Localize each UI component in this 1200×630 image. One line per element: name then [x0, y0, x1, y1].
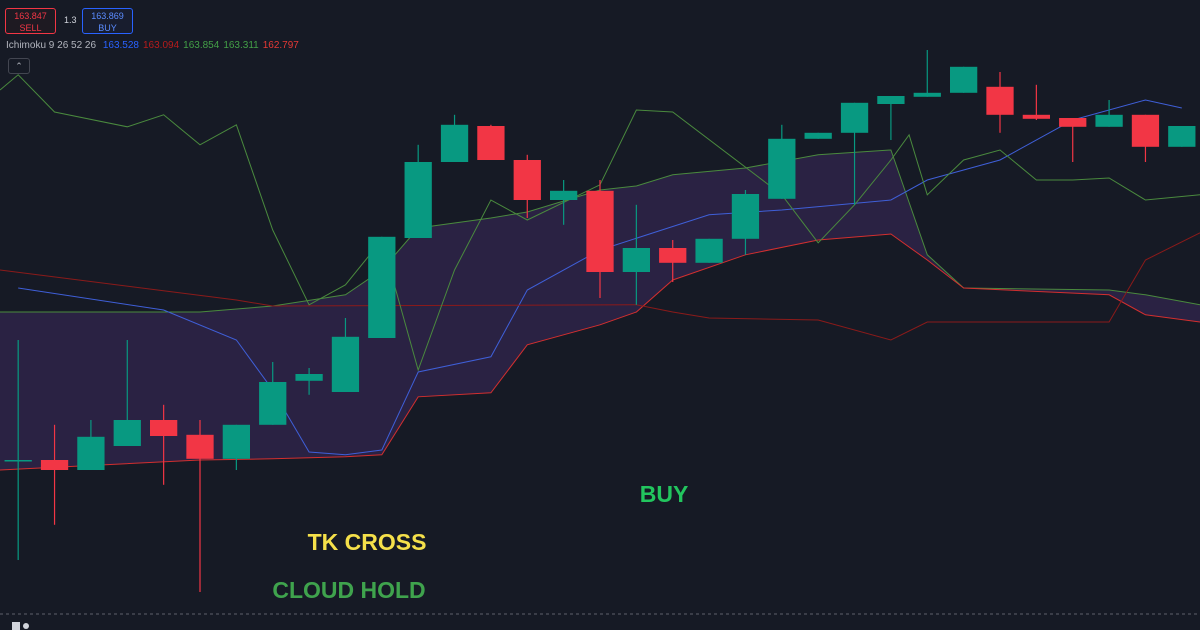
indicator-value: 162.797 — [262, 40, 299, 51]
candle-body — [259, 382, 287, 425]
candle-body — [731, 194, 760, 239]
candle-body — [186, 434, 214, 459]
candle-body — [440, 124, 469, 162]
sell-label: SELL — [19, 23, 42, 33]
candle-body — [77, 436, 105, 470]
logo — [12, 622, 29, 630]
candle-body — [659, 248, 687, 263]
candle-body — [840, 102, 869, 133]
candle-body — [368, 236, 396, 338]
candle-body — [622, 248, 650, 272]
indicator-line — [0, 232, 1200, 341]
sell-price: 163.847 — [14, 11, 47, 21]
cloud-fill — [0, 150, 1200, 470]
buy-button[interactable]: 163.869 BUY — [82, 8, 133, 34]
candle-body — [295, 374, 323, 381]
candle-body — [550, 190, 578, 200]
indicator-value: 163.311 — [223, 40, 259, 51]
candle-body — [150, 420, 178, 436]
annotation: TK CROSS — [308, 529, 427, 555]
indicator-value: 163.094 — [143, 40, 180, 51]
candle-body — [950, 66, 978, 93]
candle-body — [695, 238, 723, 263]
candle-body — [877, 96, 905, 104]
candle-body — [477, 126, 505, 160]
candle-body — [1095, 114, 1123, 127]
spread: 1.3 — [64, 15, 77, 25]
sell-button[interactable]: 163.847 SELL — [5, 8, 56, 34]
cloud-edge — [0, 233, 1200, 471]
indicator-value: 163.854 — [183, 40, 220, 51]
candle-body — [4, 460, 32, 462]
candle-body — [113, 420, 141, 446]
indicator-legend: Ichimoku 9 26 52 26 163.528 163.094 163.85… — [6, 40, 303, 51]
candle-body — [1022, 114, 1050, 119]
candle-body — [913, 92, 941, 97]
candle-body — [986, 86, 1014, 115]
candle-body — [40, 460, 69, 470]
collapse-button[interactable]: ⌃ — [8, 58, 30, 74]
buy-label: BUY — [98, 23, 117, 33]
annotation: BUY — [640, 481, 689, 507]
candle-body — [586, 190, 614, 272]
candle-body — [1059, 118, 1087, 127]
plot — [0, 50, 1200, 592]
candle-body — [1131, 114, 1160, 147]
candle-body — [404, 162, 432, 238]
candle-body — [804, 132, 832, 139]
indicator-name: Ichimoku 9 26 52 26 — [6, 40, 97, 51]
candle-body — [513, 160, 541, 200]
indicator-value: 163.528 — [102, 40, 139, 51]
candle-body — [768, 138, 796, 199]
candle-body — [1168, 126, 1196, 147]
buy-price: 163.869 — [91, 11, 124, 21]
candle-body — [331, 336, 360, 392]
candle-body — [222, 424, 250, 459]
annotation: CLOUD HOLD — [272, 577, 425, 603]
